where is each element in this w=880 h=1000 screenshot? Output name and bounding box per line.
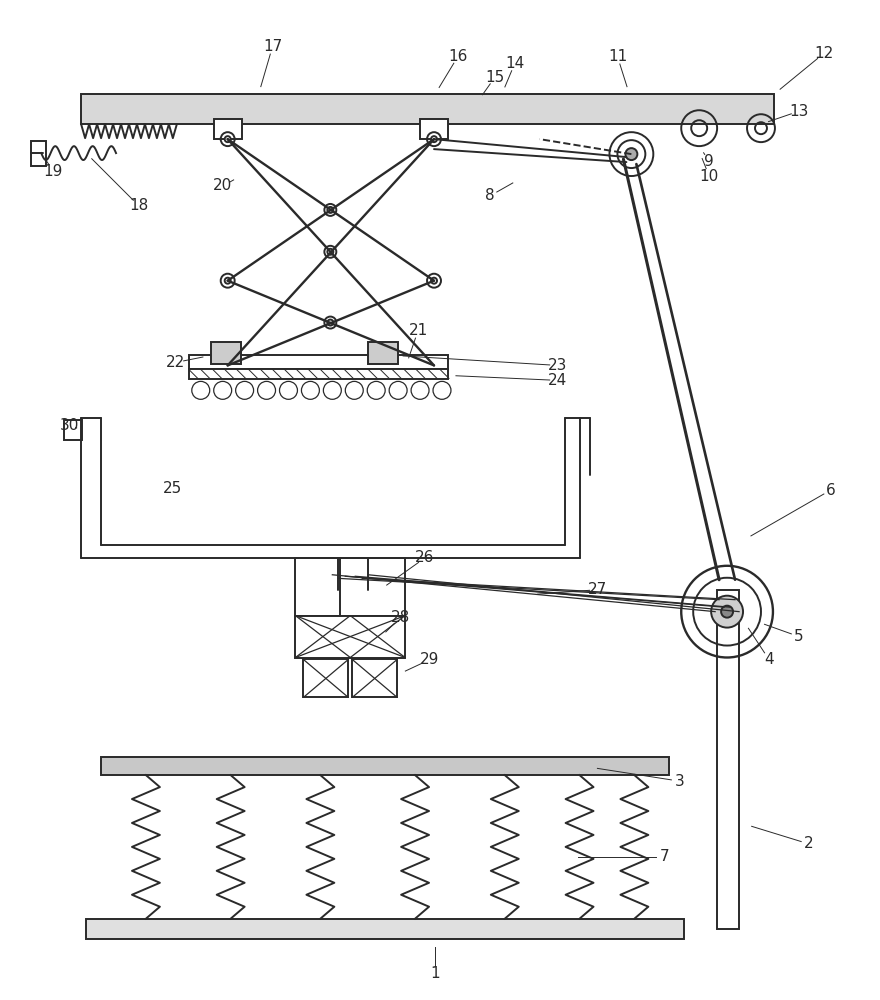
Text: 28: 28	[391, 610, 410, 625]
Text: 5: 5	[794, 629, 803, 644]
Text: 27: 27	[588, 582, 607, 597]
Text: 20: 20	[213, 178, 232, 193]
Bar	[64, 420, 82, 440]
Bar	[717, 590, 739, 929]
Bar	[189, 369, 448, 379]
Bar	[304, 659, 348, 697]
Circle shape	[431, 362, 437, 368]
Bar	[101, 757, 670, 775]
Bar	[86, 919, 685, 939]
Text: 25: 25	[163, 481, 182, 496]
Bar	[210, 342, 240, 364]
Text: 9: 9	[704, 154, 714, 169]
Bar	[296, 616, 405, 658]
Circle shape	[327, 320, 334, 326]
Text: 30: 30	[60, 418, 79, 433]
Circle shape	[431, 278, 437, 284]
Text: 14: 14	[505, 56, 524, 71]
Bar	[296, 558, 405, 616]
Bar	[352, 659, 397, 697]
Text: 18: 18	[129, 198, 149, 213]
Text: 13: 13	[789, 104, 809, 119]
Text: 26: 26	[415, 550, 435, 565]
Bar	[189, 355, 448, 369]
Text: 1: 1	[430, 966, 440, 981]
Circle shape	[224, 362, 231, 368]
Text: 23: 23	[548, 358, 568, 373]
Text: 24: 24	[548, 373, 568, 388]
Circle shape	[224, 278, 231, 284]
Circle shape	[327, 249, 334, 255]
Bar	[32, 141, 47, 166]
Text: 12: 12	[814, 46, 833, 61]
Text: 11: 11	[608, 49, 627, 64]
Circle shape	[431, 136, 437, 142]
Text: 6: 6	[826, 483, 836, 498]
Text: 7: 7	[659, 849, 669, 864]
Text: 2: 2	[804, 836, 814, 851]
Bar	[214, 119, 242, 139]
Text: 19: 19	[43, 164, 62, 179]
Text: 21: 21	[408, 323, 428, 338]
Bar	[368, 342, 398, 364]
Text: 15: 15	[485, 70, 504, 85]
Text: 16: 16	[448, 49, 467, 64]
Circle shape	[327, 207, 334, 213]
Text: 10: 10	[700, 169, 719, 184]
Text: 29: 29	[421, 652, 440, 667]
Circle shape	[721, 606, 733, 618]
Text: 8: 8	[485, 188, 495, 203]
Bar	[81, 94, 774, 124]
Circle shape	[626, 148, 637, 160]
Circle shape	[711, 596, 743, 628]
Circle shape	[224, 136, 231, 142]
Text: 3: 3	[674, 774, 684, 789]
Text: 4: 4	[764, 652, 774, 667]
Bar	[420, 119, 448, 139]
Text: 17: 17	[263, 39, 282, 54]
Text: 22: 22	[166, 355, 186, 370]
